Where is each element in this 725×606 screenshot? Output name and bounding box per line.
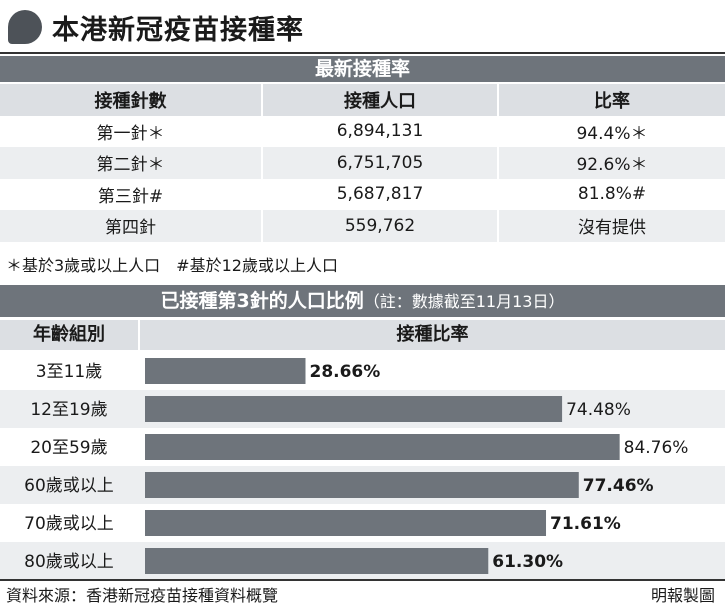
category-label: 12至19歲 — [30, 400, 107, 420]
table-header-row: 接種針數 接種人口 比率 — [0, 84, 725, 116]
chart-title-note: （註：數據截至11月13日） — [363, 292, 565, 311]
table-row: 第四針 559,762 沒有提供 — [0, 210, 725, 242]
bar — [145, 358, 306, 384]
bar-chart: 3至11歲 28.66% 12至19歲 74.48% 20至59歲 84.76% 60歲或以… — [0, 358, 725, 580]
cell-dose: 第四針 — [0, 210, 262, 242]
cell-dose: 第一針＊ — [96, 123, 165, 144]
chart-value-header: 接種比率 — [140, 320, 725, 350]
credit: 明報製圖 — [650, 586, 715, 605]
data-label: 77.46% — [583, 476, 654, 496]
bar — [145, 510, 547, 536]
column-header-population: 接種人口 — [261, 84, 498, 116]
column-header-rate: 比率 — [497, 84, 725, 116]
header: 本港新冠疫苗接種率 — [0, 0, 725, 52]
bar — [145, 396, 563, 422]
category-label: 3至11歲 — [36, 362, 102, 382]
data-label: 61.30% — [492, 552, 563, 572]
category-label: 80歲或以上 — [24, 552, 114, 572]
bar — [145, 434, 620, 460]
cell-rate: 94.4%＊ — [497, 115, 725, 147]
category-label: 60歲或以上 — [24, 476, 114, 496]
data-label: 84.76% — [624, 438, 689, 458]
vaccination-table: 接種針數 接種人口 比率 第一針＊ 6,894,131 94.4%＊ 第二針＊ … — [0, 84, 725, 242]
cell-population: 5,687,817 — [261, 178, 498, 210]
column-header-doses: 接種針數 — [0, 84, 262, 116]
category-label: 20至59歲 — [30, 438, 107, 458]
cell-population: 559,762 — [261, 210, 498, 242]
page-title: 本港新冠疫苗接種率 — [52, 15, 304, 46]
chart-title: 已接種第3針的人口比例 — [160, 290, 364, 312]
bar — [145, 548, 489, 574]
cell-population: 6,751,705 — [261, 147, 498, 179]
data-label: 71.61% — [550, 514, 621, 534]
cell-rate: 92.6%＊ — [497, 147, 725, 179]
data-label: 74.48% — [566, 400, 631, 420]
source-note: 資料來源：香港新冠疫苗接種資料概覽 — [6, 586, 279, 605]
table-title: 最新接種率 — [0, 56, 725, 82]
chart-category-header: 年齡組別 — [0, 320, 138, 350]
speech-bubble-icon — [8, 10, 42, 44]
category-label: 70歲或以上 — [24, 514, 114, 534]
table-row: 第二針＊ 6,751,705 92.6%＊ — [0, 147, 725, 179]
cell-rate: 沒有提供 — [497, 210, 725, 242]
data-label: 28.66% — [309, 362, 380, 382]
cell-rate: 81.8%# — [497, 178, 725, 210]
chart-title-bar: 已接種第3針的人口比例（註：數據截至11月13日） — [0, 285, 725, 317]
divider — [0, 52, 725, 54]
table-footnote: ＊基於3歲或以上人口 #基於12歲或以上人口 — [6, 256, 338, 275]
table-row: 第一針＊ 6,894,131 94.4%＊ — [0, 115, 725, 147]
divider — [0, 579, 725, 581]
cell-dose: 第二針＊ — [0, 147, 262, 179]
cell-dose: 第三針# — [97, 186, 164, 207]
bar — [145, 472, 579, 498]
cell-population: 6,894,131 — [261, 115, 498, 147]
table-row: 第三針# 5,687,817 81.8%# — [0, 178, 725, 210]
